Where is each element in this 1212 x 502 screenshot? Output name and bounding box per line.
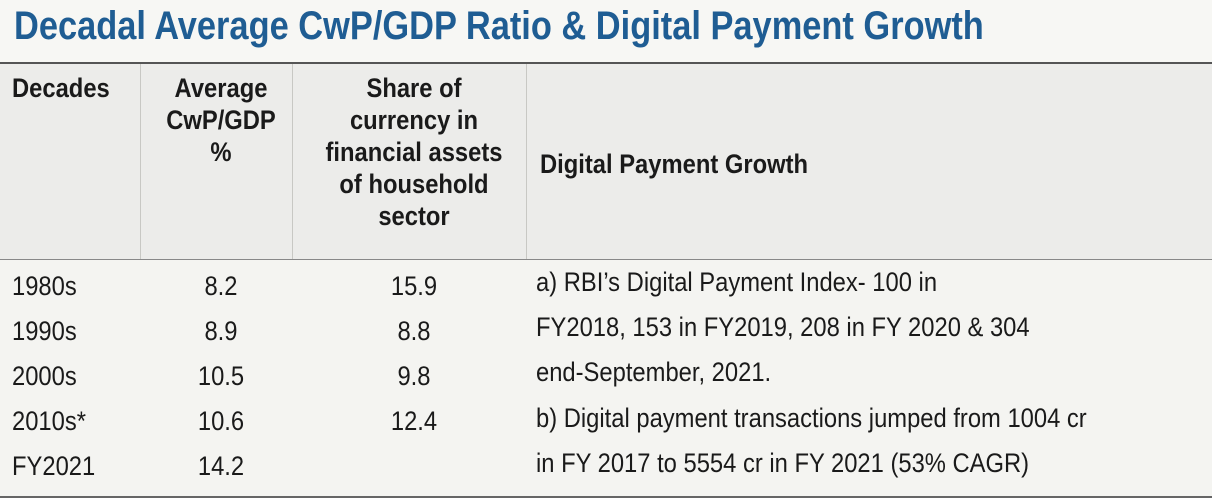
digital-payment-line: in FY 2017 to 5554 cr in FY 2021 (53% CA… xyxy=(536,448,1030,478)
table-cell-currency-share: 15.9 xyxy=(390,271,438,301)
header-decades: Decades xyxy=(12,73,110,103)
table-cell-cwp-gdp: 10.6 xyxy=(197,406,245,436)
table-cell-decade: 2000s xyxy=(12,361,77,391)
column-divider xyxy=(140,64,141,259)
table-cell-decade: 2010s* xyxy=(12,406,86,436)
digital-payment-line: a) RBI’s Digital Payment Index- 100 in xyxy=(536,267,938,297)
bottom-rule xyxy=(0,496,1212,498)
top-rule xyxy=(0,62,1212,64)
table-cell-currency-share: 9.8 xyxy=(397,361,431,391)
digital-payment-line: FY2018, 153 in FY2019, 208 in FY 2020 & … xyxy=(536,312,1030,342)
table-cell-decade: 1980s xyxy=(12,271,77,301)
table-cell-currency-share: 8.8 xyxy=(397,316,431,346)
digital-payment-line: end-September, 2021. xyxy=(536,357,772,387)
digital-payment-line: b) Digital payment transactions jumped f… xyxy=(536,403,1087,433)
table-header xyxy=(0,64,1212,259)
table-body xyxy=(0,260,1212,496)
column-divider xyxy=(526,64,527,259)
header-cwp-gdp: Average CwP/GDP % xyxy=(166,73,276,167)
table-cell-decade: FY2021 xyxy=(12,451,96,481)
title-bar: Decadal Average CwP/GDP Ratio & Digital … xyxy=(0,0,1212,62)
table-cell-cwp-gdp: 8.2 xyxy=(204,271,238,301)
header-rule xyxy=(0,259,1212,260)
page-title: Decadal Average CwP/GDP Ratio & Digital … xyxy=(14,4,984,48)
table-cell-cwp-gdp: 8.9 xyxy=(204,316,238,346)
table-cell-currency-share: 12.4 xyxy=(390,406,438,436)
table-cell-decade: 1990s xyxy=(12,316,77,346)
table-cell-cwp-gdp: 10.5 xyxy=(197,361,245,391)
table-cell-cwp-gdp: 14.2 xyxy=(197,451,245,481)
column-divider xyxy=(292,64,293,259)
header-currency-share: Share of currency in financial assets of… xyxy=(325,73,503,231)
header-digital-payment-growth: Digital Payment Growth xyxy=(540,149,809,179)
